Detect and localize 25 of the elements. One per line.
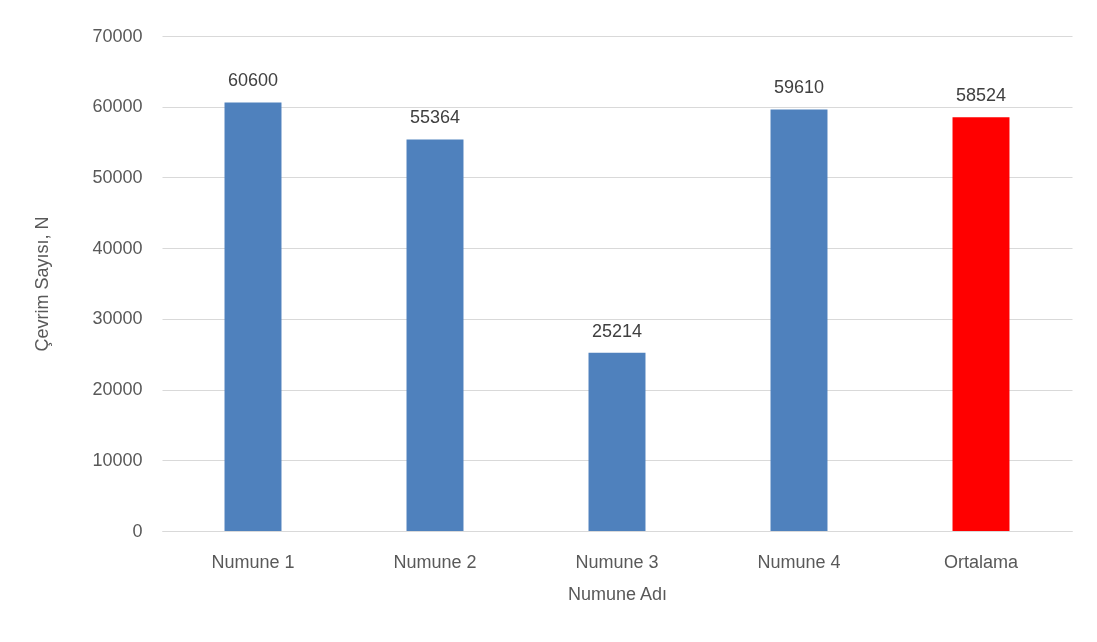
y-tick-label: 70000	[92, 25, 143, 46]
data-label: 59610	[773, 77, 825, 98]
bar	[952, 117, 1010, 531]
data-label: 25214	[591, 320, 643, 341]
bar	[588, 352, 646, 531]
bar	[406, 139, 464, 531]
x-tick-label: Numune 2	[393, 551, 477, 572]
y-tick-label: 40000	[92, 237, 143, 258]
x-tick-label: Ortalama	[943, 551, 1019, 572]
bar	[224, 102, 282, 531]
x-tick-label: Numune 1	[211, 551, 295, 572]
x-axis-title: Numune Adı	[567, 583, 668, 604]
y-tick-label: 30000	[92, 308, 143, 329]
y-tick-label: 20000	[92, 379, 143, 400]
data-label: 58524	[955, 85, 1007, 106]
data-label: 55364	[409, 107, 461, 128]
x-tick-label: Numune 3	[575, 551, 659, 572]
y-tick-label: 60000	[92, 96, 143, 117]
y-axis-title: Çevrim Sayısı, N	[32, 216, 53, 352]
data-label: 60600	[227, 70, 279, 91]
y-tick-label: 0	[132, 520, 143, 541]
x-tick-label: Numune 4	[757, 551, 841, 572]
bar	[770, 109, 828, 531]
y-tick-label: 10000	[92, 449, 143, 470]
y-tick-label: 50000	[92, 166, 143, 187]
